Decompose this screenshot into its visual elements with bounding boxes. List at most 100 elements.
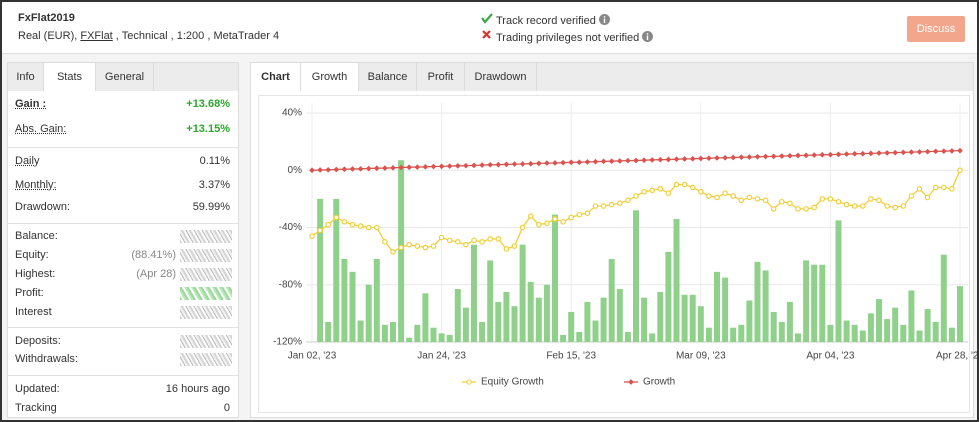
x-tick-label: Jan 24, '23 [417, 351, 466, 362]
point-marker [884, 203, 890, 209]
point-marker [309, 167, 315, 174]
point-marker [479, 239, 485, 245]
bar [414, 324, 421, 342]
point-marker [568, 159, 575, 166]
point-marker [600, 203, 607, 209]
point-marker [616, 200, 623, 206]
point-marker [519, 224, 526, 231]
header [2, 2, 977, 54]
tab[interactable]: Growth [301, 63, 359, 91]
point-marker [608, 158, 615, 165]
point-marker [317, 227, 323, 234]
bar [624, 331, 631, 342]
point-marker [924, 194, 931, 201]
point-marker [349, 221, 356, 228]
bar [738, 324, 745, 342]
point-marker [641, 188, 647, 195]
redacted-value [180, 353, 232, 366]
point-marker [633, 193, 639, 199]
point-marker [584, 159, 591, 165]
point-marker [714, 155, 720, 161]
point-marker [357, 165, 364, 172]
bar [819, 264, 826, 342]
bar [657, 291, 664, 342]
stat-value: 0.11% [199, 155, 230, 167]
x-tick-label: Mar 09, '23 [676, 351, 726, 362]
point-marker [681, 181, 688, 188]
stat-label: Balance: [15, 230, 58, 242]
bar [365, 284, 372, 342]
point-marker [689, 184, 696, 191]
tab-bar-fill [537, 63, 973, 91]
point-marker [835, 151, 842, 158]
point-marker [932, 184, 939, 191]
tab[interactable]: Balance [359, 63, 417, 91]
bar [851, 324, 858, 342]
point-marker [471, 237, 477, 244]
bar [471, 244, 477, 342]
stat-label: Profit: [15, 287, 44, 299]
status-icons [481, 13, 493, 39]
bar [430, 327, 437, 342]
bar [924, 309, 931, 342]
point-marker [900, 203, 907, 209]
point-marker [398, 244, 404, 251]
point-marker [446, 163, 453, 169]
point-marker [892, 204, 899, 211]
point-marker [560, 218, 566, 225]
bar [422, 293, 429, 342]
point-marker [957, 147, 963, 154]
account-title: FxFlat2019 [18, 12, 75, 24]
point-marker [673, 156, 680, 163]
info-icon[interactable] [598, 14, 610, 25]
bar [406, 337, 413, 342]
tab[interactable]: Drawdown [465, 63, 537, 91]
point-marker [811, 152, 818, 158]
bar [495, 301, 502, 342]
stat-value: 3.37% [198, 179, 230, 191]
point-marker [730, 193, 737, 199]
bar [843, 320, 850, 342]
y-tick-label: -80% [279, 279, 302, 290]
bar [900, 324, 907, 342]
point-marker [697, 155, 704, 162]
point-marker [365, 224, 372, 231]
tab[interactable]: Profit [417, 63, 465, 91]
chart-heading: Chart [251, 63, 301, 91]
point-marker [795, 152, 801, 159]
bar [325, 321, 332, 342]
bar [689, 294, 696, 342]
tab[interactable]: Stats [44, 63, 96, 91]
bar [543, 284, 550, 342]
bar [778, 321, 785, 342]
point-marker [479, 162, 485, 168]
bar [876, 299, 882, 342]
tab[interactable]: General [96, 63, 154, 91]
bar [795, 333, 801, 342]
bar [576, 331, 583, 342]
point-marker [738, 154, 745, 161]
point-marker [762, 197, 769, 204]
info-icon[interactable] [642, 31, 654, 42]
broker-link[interactable]: FXFlat [80, 30, 113, 42]
bar [908, 290, 915, 342]
point-marker [487, 161, 494, 168]
point-marker [916, 149, 923, 155]
redacted-value [180, 249, 232, 262]
point-marker [544, 220, 550, 227]
discuss-button[interactable]: Discuss [907, 16, 965, 42]
point-marker [438, 163, 445, 170]
point-marker [390, 164, 396, 171]
detail: , Technical , 1:200 , MetaTrader 4 [112, 30, 280, 42]
point-marker [414, 164, 421, 170]
stat-label: Highest: [15, 268, 56, 280]
point-marker [649, 157, 656, 163]
point-marker [908, 193, 915, 199]
point-marker [673, 181, 680, 188]
point-marker [333, 166, 340, 173]
stat-value: 0 [223, 402, 230, 414]
bar [811, 264, 818, 342]
point-marker [730, 154, 737, 161]
bar [560, 334, 567, 342]
tab[interactable]: Info [8, 63, 44, 91]
